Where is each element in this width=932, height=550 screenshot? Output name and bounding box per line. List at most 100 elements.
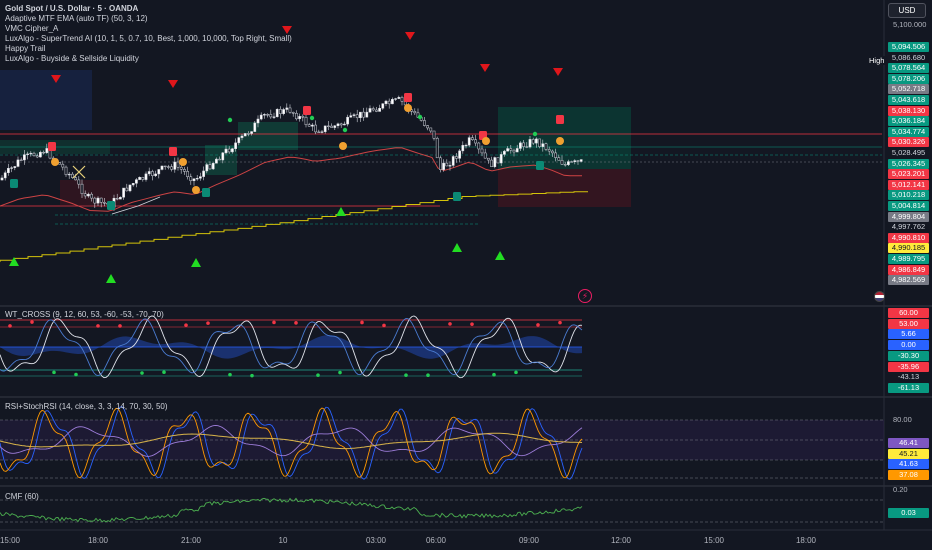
us-flag-icon[interactable] [874,291,885,302]
lightning-icon[interactable]: ⚡ [578,289,592,303]
candle-body [179,166,183,170]
candle-body [368,108,372,113]
arrow-line [111,196,161,215]
wt-tag: -43.13 [888,372,929,383]
bull-label-marker [453,192,461,201]
candle-body [288,107,292,113]
wt-pane [0,315,583,379]
wt-pane-label[interactable]: WT_CROSS (9, 12, 60, 53, -60, -53, -70, … [5,310,164,319]
candle-body [77,179,81,185]
candle-body [163,165,167,168]
wt-cross-dot [448,322,452,326]
candle-body [7,167,10,174]
emoji-marker [482,137,490,145]
price-tag: 4,986.849 [888,264,929,275]
indicator-label-happy-trail[interactable]: Happy Trail [5,44,46,53]
time-axis-label: 06:00 [425,536,447,545]
candle-body [275,108,279,118]
candle-body [263,114,266,116]
currency-button[interactable]: USD [888,3,926,18]
candle-body [250,131,253,134]
candle-body [32,152,36,157]
candle-body [42,151,45,154]
candle-body [80,183,84,194]
wt-cross-dot [360,320,364,325]
green-dot-marker [309,115,315,121]
symbol-title[interactable]: Gold Spot / U.S. Dollar · 5 · OANDA [5,4,139,13]
indicator-label-liquidity[interactable]: LuxAlgo - Buyside & Sellside Liquidity [5,54,139,63]
candle-body [451,156,455,166]
candle-body [61,163,65,168]
wt-tag: 60.00 [888,308,929,318]
candle-body [160,165,164,170]
price-tag: 5,004.814 [888,201,929,211]
price-tag: 5,043.618 [888,95,929,105]
candle-body [467,137,471,146]
price-tag: 4,990.810 [888,232,929,243]
candle-body [346,116,349,125]
candle-body [413,111,417,114]
price-tag: 5,078.206 [888,73,929,84]
candle-body [192,178,196,182]
candle-body [90,193,93,199]
candle-body [560,160,564,165]
candle-body [96,197,100,204]
candle-body [295,112,298,120]
ema-line [0,147,582,212]
time-axis-label: 12:00 [610,536,632,545]
price-tag: 5,028.495 [888,148,929,158]
candle-body [144,173,148,180]
candle-body [186,171,189,177]
candle-body [256,118,260,124]
candle-body [432,130,436,139]
candle-body [29,152,33,155]
candle-body [333,125,337,128]
wt-cross-dot [338,370,342,375]
bull-label-marker [536,161,544,170]
sell-signal-marker [553,68,563,76]
cmf-pane [0,497,884,523]
candle-body [67,173,71,176]
candle-body [503,150,506,155]
wt-tag: 0.00 [888,340,929,351]
candle-body [327,125,330,127]
bull-label-marker [202,188,210,197]
candle-body [455,156,458,159]
green-dot-marker [227,117,233,123]
rsi-pane [0,406,884,480]
time-axis-label: 03:00 [365,536,387,545]
candle-body [157,169,161,175]
candle-body [557,157,561,161]
candle-body [138,177,141,180]
candle-body [35,155,39,158]
emoji-marker [192,186,200,194]
indicator-label-vmc[interactable]: VMC Cipher_A [5,24,59,33]
candle-body [397,97,401,99]
wt-cross-dot [250,373,254,378]
time-axis-label: 18:00 [87,536,109,545]
candle-body [247,133,250,135]
indicator-label-ema[interactable]: Adaptive MTF EMA (auto TF) (50, 3, 12) [5,14,148,23]
cmf-pane-label[interactable]: CMF (60) [5,492,39,501]
time-axis-label: 10 [278,536,288,545]
candle-body [339,123,343,126]
rsi-pane-label[interactable]: RSI+StochRSI (14, close, 3, 3, 14, 70, 3… [5,402,168,411]
price-tag: 5,078.564 [888,63,929,74]
price-axis-top-label: 5,100.000 [893,20,927,29]
candle-body [359,111,362,119]
candle-body [119,196,122,200]
price-tag: 4,999.804 [888,211,929,222]
cmf-value-tag: 0.03 [888,508,929,518]
time-axis-label: 09:00 [518,536,540,545]
candle-body [519,142,522,149]
candle-body [538,138,541,147]
candle-body [381,103,385,109]
buy-signal-marker [9,257,19,266]
bull-label-marker [10,179,18,188]
candle-body [282,109,285,114]
candle-body [522,142,525,147]
candle-body [122,187,125,198]
wt-cross-dot [404,373,408,378]
indicator-label-supertrend[interactable]: LuxAlgo - SuperTrend AI (10, 1, 5, 0.7, … [5,34,292,43]
